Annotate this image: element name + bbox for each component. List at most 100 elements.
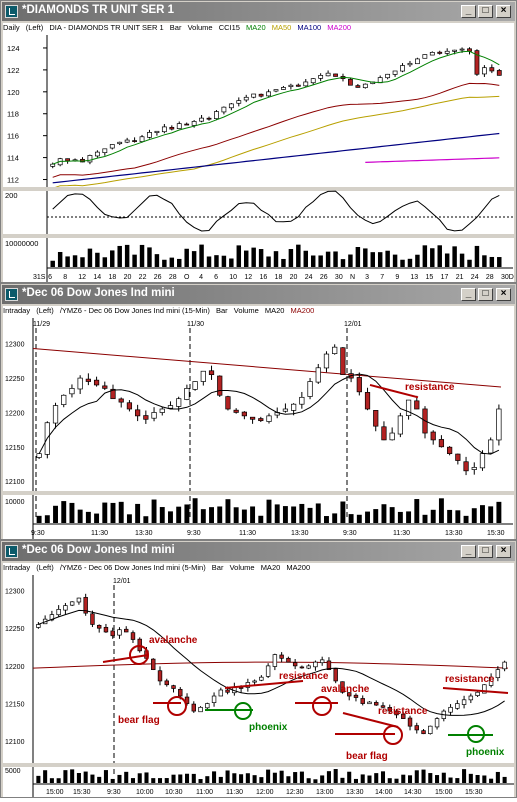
ma20-line	[52, 50, 500, 165]
volume-bar	[258, 249, 264, 267]
x-tick-label: 30D	[501, 274, 514, 281]
volume-bar	[377, 252, 383, 267]
close-button[interactable]: ×	[496, 288, 511, 301]
volume-bar	[415, 254, 420, 267]
close-button[interactable]: ×	[496, 5, 511, 18]
volume-bar	[65, 256, 70, 267]
x-tick-label: 30	[335, 274, 343, 281]
chart-window-icon	[5, 288, 18, 301]
volume-bar	[83, 771, 88, 783]
window-titlebar[interactable]: *Dec 06 Dow Jones Ind mini _ □ ×	[2, 542, 515, 561]
chart-area[interactable]: 12300 12250 12200 12150 12100 11/29 11/30 12/01…	[3, 318, 516, 539]
candle-body	[333, 73, 338, 77]
x-tick-label: 10:30	[165, 789, 183, 796]
candle-body	[468, 695, 474, 701]
candle-body	[282, 408, 289, 412]
volume-bar	[245, 773, 250, 783]
maximize-button[interactable]: □	[478, 5, 493, 18]
candle-body	[143, 415, 149, 420]
candle-body	[218, 689, 224, 697]
volume-bar	[36, 775, 41, 783]
volume-bar	[212, 771, 217, 783]
candle-body	[355, 85, 361, 88]
volume-bar	[306, 778, 311, 783]
volume-bar	[168, 511, 173, 523]
volume-bar	[57, 251, 63, 267]
volume-bar	[43, 770, 48, 783]
candle-body	[364, 392, 371, 410]
volume-bar	[489, 256, 495, 267]
x-tick-label: 11:30	[239, 530, 256, 537]
minimize-button[interactable]: _	[461, 545, 476, 558]
close-button[interactable]: ×	[496, 545, 511, 558]
volume-bar	[61, 501, 67, 523]
x-tick-label: 9:30	[187, 530, 201, 537]
chart-area[interactable]: 12300 12250 12200 12150 12100 12/01 avalanche b…	[3, 575, 516, 797]
volume-bar	[117, 245, 122, 267]
x-tick-label: 13:30	[346, 789, 364, 796]
y-tick-label: 112	[7, 176, 19, 185]
volume-bar	[462, 769, 467, 783]
chart-area[interactable]: 124 122 120 118 116 114 112 200 10000000 31S 6 8 12 1…	[3, 35, 516, 282]
volume-bar	[437, 245, 442, 267]
resistance-line	[369, 383, 419, 399]
candle-body	[323, 353, 330, 369]
candle-body	[292, 662, 298, 667]
ym-15min-window: *Dec 06 Dow Jones Ind mini _ □ × Intrada…	[0, 283, 517, 540]
volume-bar	[332, 513, 338, 523]
volume-bar	[406, 511, 412, 523]
volume-bar	[103, 770, 108, 783]
volume-bar	[400, 259, 405, 267]
minimize-button[interactable]: _	[461, 5, 476, 18]
volume-bar	[151, 499, 157, 523]
volume-bar	[80, 257, 85, 267]
volume-bar	[373, 509, 379, 523]
volume-bar	[353, 778, 358, 783]
candle-body	[502, 661, 507, 670]
candle-body	[326, 660, 332, 671]
ma200-line	[32, 348, 502, 388]
maximize-button[interactable]: □	[478, 545, 493, 558]
candle-body	[437, 51, 443, 54]
candle-body	[65, 158, 71, 162]
volume-bar	[394, 778, 399, 783]
maximize-button[interactable]: □	[478, 288, 493, 301]
candle-body	[405, 399, 412, 416]
candle-body	[415, 58, 420, 65]
candle-body	[447, 446, 453, 455]
volume-bar	[497, 257, 502, 267]
ma200-label: MA200	[327, 23, 352, 32]
bar-label: Bar	[211, 563, 224, 572]
minimize-button[interactable]: _	[461, 288, 476, 301]
candle-body	[206, 117, 212, 120]
symbol-label: /YMZ6 - Dec 06 Dow Jones Ind mini (5-Min…	[59, 563, 206, 572]
volume-bar	[214, 255, 219, 267]
volume-bar	[455, 778, 460, 783]
volume-bar	[205, 776, 210, 783]
volume-bar	[252, 775, 257, 783]
volume-bar	[288, 249, 294, 267]
y-tick-label: 12150	[5, 702, 25, 709]
volume-bar	[441, 772, 446, 783]
window-titlebar[interactable]: *DIAMONDS TR UNIT SER 1 _ □ ×	[2, 2, 515, 21]
volume-bar	[355, 246, 361, 267]
volume-bar	[259, 777, 264, 783]
volume-bar	[315, 503, 321, 523]
x-tick-label: 4	[199, 274, 203, 281]
candle-body	[93, 379, 100, 386]
candle-body	[319, 659, 325, 664]
volume-bar	[274, 504, 280, 523]
window-titlebar[interactable]: *Dec 06 Dow Jones Ind mini _ □ ×	[2, 285, 515, 304]
symbol-label: DIA - DIAMONDS TR UNIT SER 1	[49, 23, 164, 32]
resistance-annotation: resistance	[445, 674, 495, 685]
candle-body	[241, 411, 247, 417]
candle-body	[459, 48, 465, 51]
volume-label: Volume	[229, 563, 255, 572]
resistance-line	[224, 680, 304, 689]
candle-body	[191, 121, 197, 126]
x-tick-label: 9	[395, 274, 399, 281]
candle-body	[243, 96, 249, 101]
candle-body	[214, 111, 219, 120]
x-tick-label: 20	[124, 274, 132, 281]
ma20-label: MA20	[260, 563, 281, 572]
